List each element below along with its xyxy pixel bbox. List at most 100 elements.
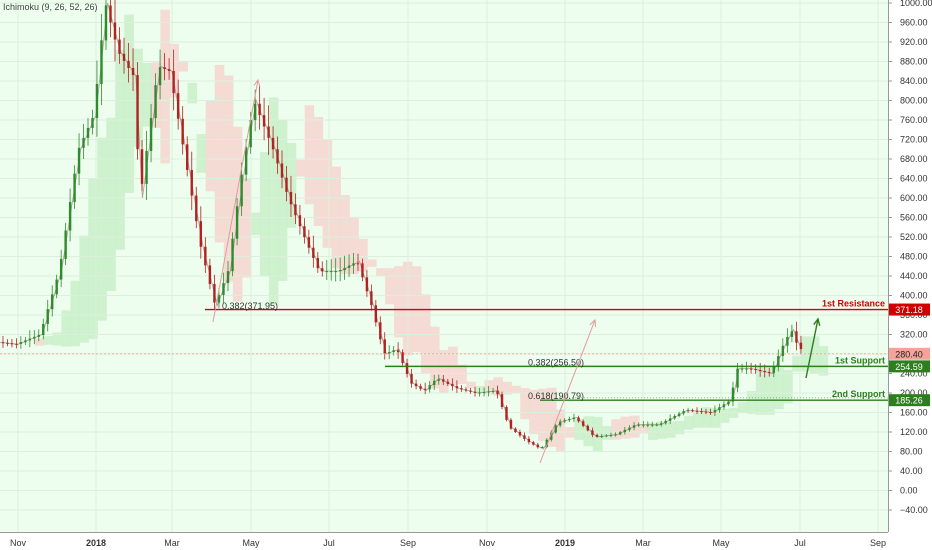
candle-body [217,295,221,303]
projection-arrow [539,319,596,464]
candle-body [240,174,243,207]
cloud-segment [620,416,631,439]
cloud-segment [79,235,89,343]
candle-body [600,436,603,438]
candle-body [158,67,162,86]
candle-body [509,419,513,429]
candle-body [550,432,553,440]
candle-body [294,204,297,216]
candle-body [145,150,148,184]
candle-body [545,439,548,447]
candle-body [514,428,517,432]
candle-body [280,163,284,178]
cloud-segment [376,268,386,277]
cloud-segment [683,416,694,430]
cloud-segment [602,426,612,440]
candle-body [414,383,418,387]
candle-body [609,434,613,436]
candle-body [181,118,184,145]
candle-body [591,430,594,435]
cloud-segment [304,105,315,205]
cloud-segment [692,411,703,428]
candle-body [536,444,540,448]
candle-body [163,67,166,70]
x-tick-label: Mar [635,538,651,548]
x-axis: Nov 2018 Mar May Jul Sep Nov 2019 Mar May Jul Sep [10,538,886,548]
candle-body [401,352,404,364]
candle-body [307,237,311,248]
x-tick-label: Nov [10,538,27,548]
candle-body [91,117,94,128]
y-tick-label: 880.00 [900,57,928,67]
candle-body [722,404,726,408]
candle-body [527,438,531,443]
cloud-segment [187,82,198,104]
cloud-segment [358,238,368,272]
cloud-segment [520,388,530,420]
candle-body [73,173,76,203]
candle-body [186,144,189,170]
cloud-segment [313,117,324,227]
cloud-segment [674,420,685,435]
cloud-segment [241,177,252,278]
candle-body [136,75,139,150]
cloud-segment [774,367,784,409]
candle-body [758,369,762,372]
candle-body [388,352,391,354]
candle-body [82,137,85,148]
candle-body [316,257,320,269]
candle-body [614,434,617,436]
candle-body [419,386,422,389]
cloud-segment [611,419,622,440]
y-axis-panel [888,0,932,550]
x-tick-label: Jul [794,538,806,548]
fib-annotation: 0.382(371.95) [222,301,278,311]
candle-body [37,335,40,337]
candle-body [396,350,400,353]
cloud-segment [268,97,279,305]
cloud-segment [493,377,503,396]
y-tick-label: 120.00 [900,427,928,437]
y-tick-label: 680.00 [900,154,928,164]
y-tick-label: 320.00 [900,330,928,340]
candle-body [505,407,508,420]
cloud-segment [484,380,494,395]
candle-body [668,418,672,421]
y-tick-label: 960.00 [900,18,928,28]
x-tick-label: 2018 [86,538,106,548]
candle-body [325,271,328,273]
candle-body [605,435,608,437]
candle-body [749,368,753,370]
y-tick-label: 600.00 [900,193,928,203]
cloud-segment [259,152,270,277]
y-tick-label: 440.00 [900,271,928,281]
candle-body [437,379,440,381]
candle-body [127,60,130,68]
candle-body [204,246,207,266]
cloud-segment [466,381,476,389]
cloud-segment [124,14,134,193]
candle-body [140,149,144,184]
candle-body [131,68,135,76]
candle-body [595,434,599,437]
candle-body [10,343,14,345]
candle-body [763,371,766,373]
candle-body [285,177,288,192]
candle-body [104,5,108,41]
candle-body [64,230,67,259]
x-tick-label: 2019 [555,538,575,548]
cloud-segment [97,137,107,321]
candle-body [433,380,436,386]
candle-body [167,69,171,71]
candle-body [628,427,631,430]
arrow-head [253,78,261,87]
candle-body [731,387,735,402]
cloud-segment [792,355,802,372]
candle-body [258,103,261,116]
cloud-segment [783,369,793,404]
candle-body [532,442,535,445]
candle-body [673,415,676,419]
cloud-segment [810,336,820,374]
